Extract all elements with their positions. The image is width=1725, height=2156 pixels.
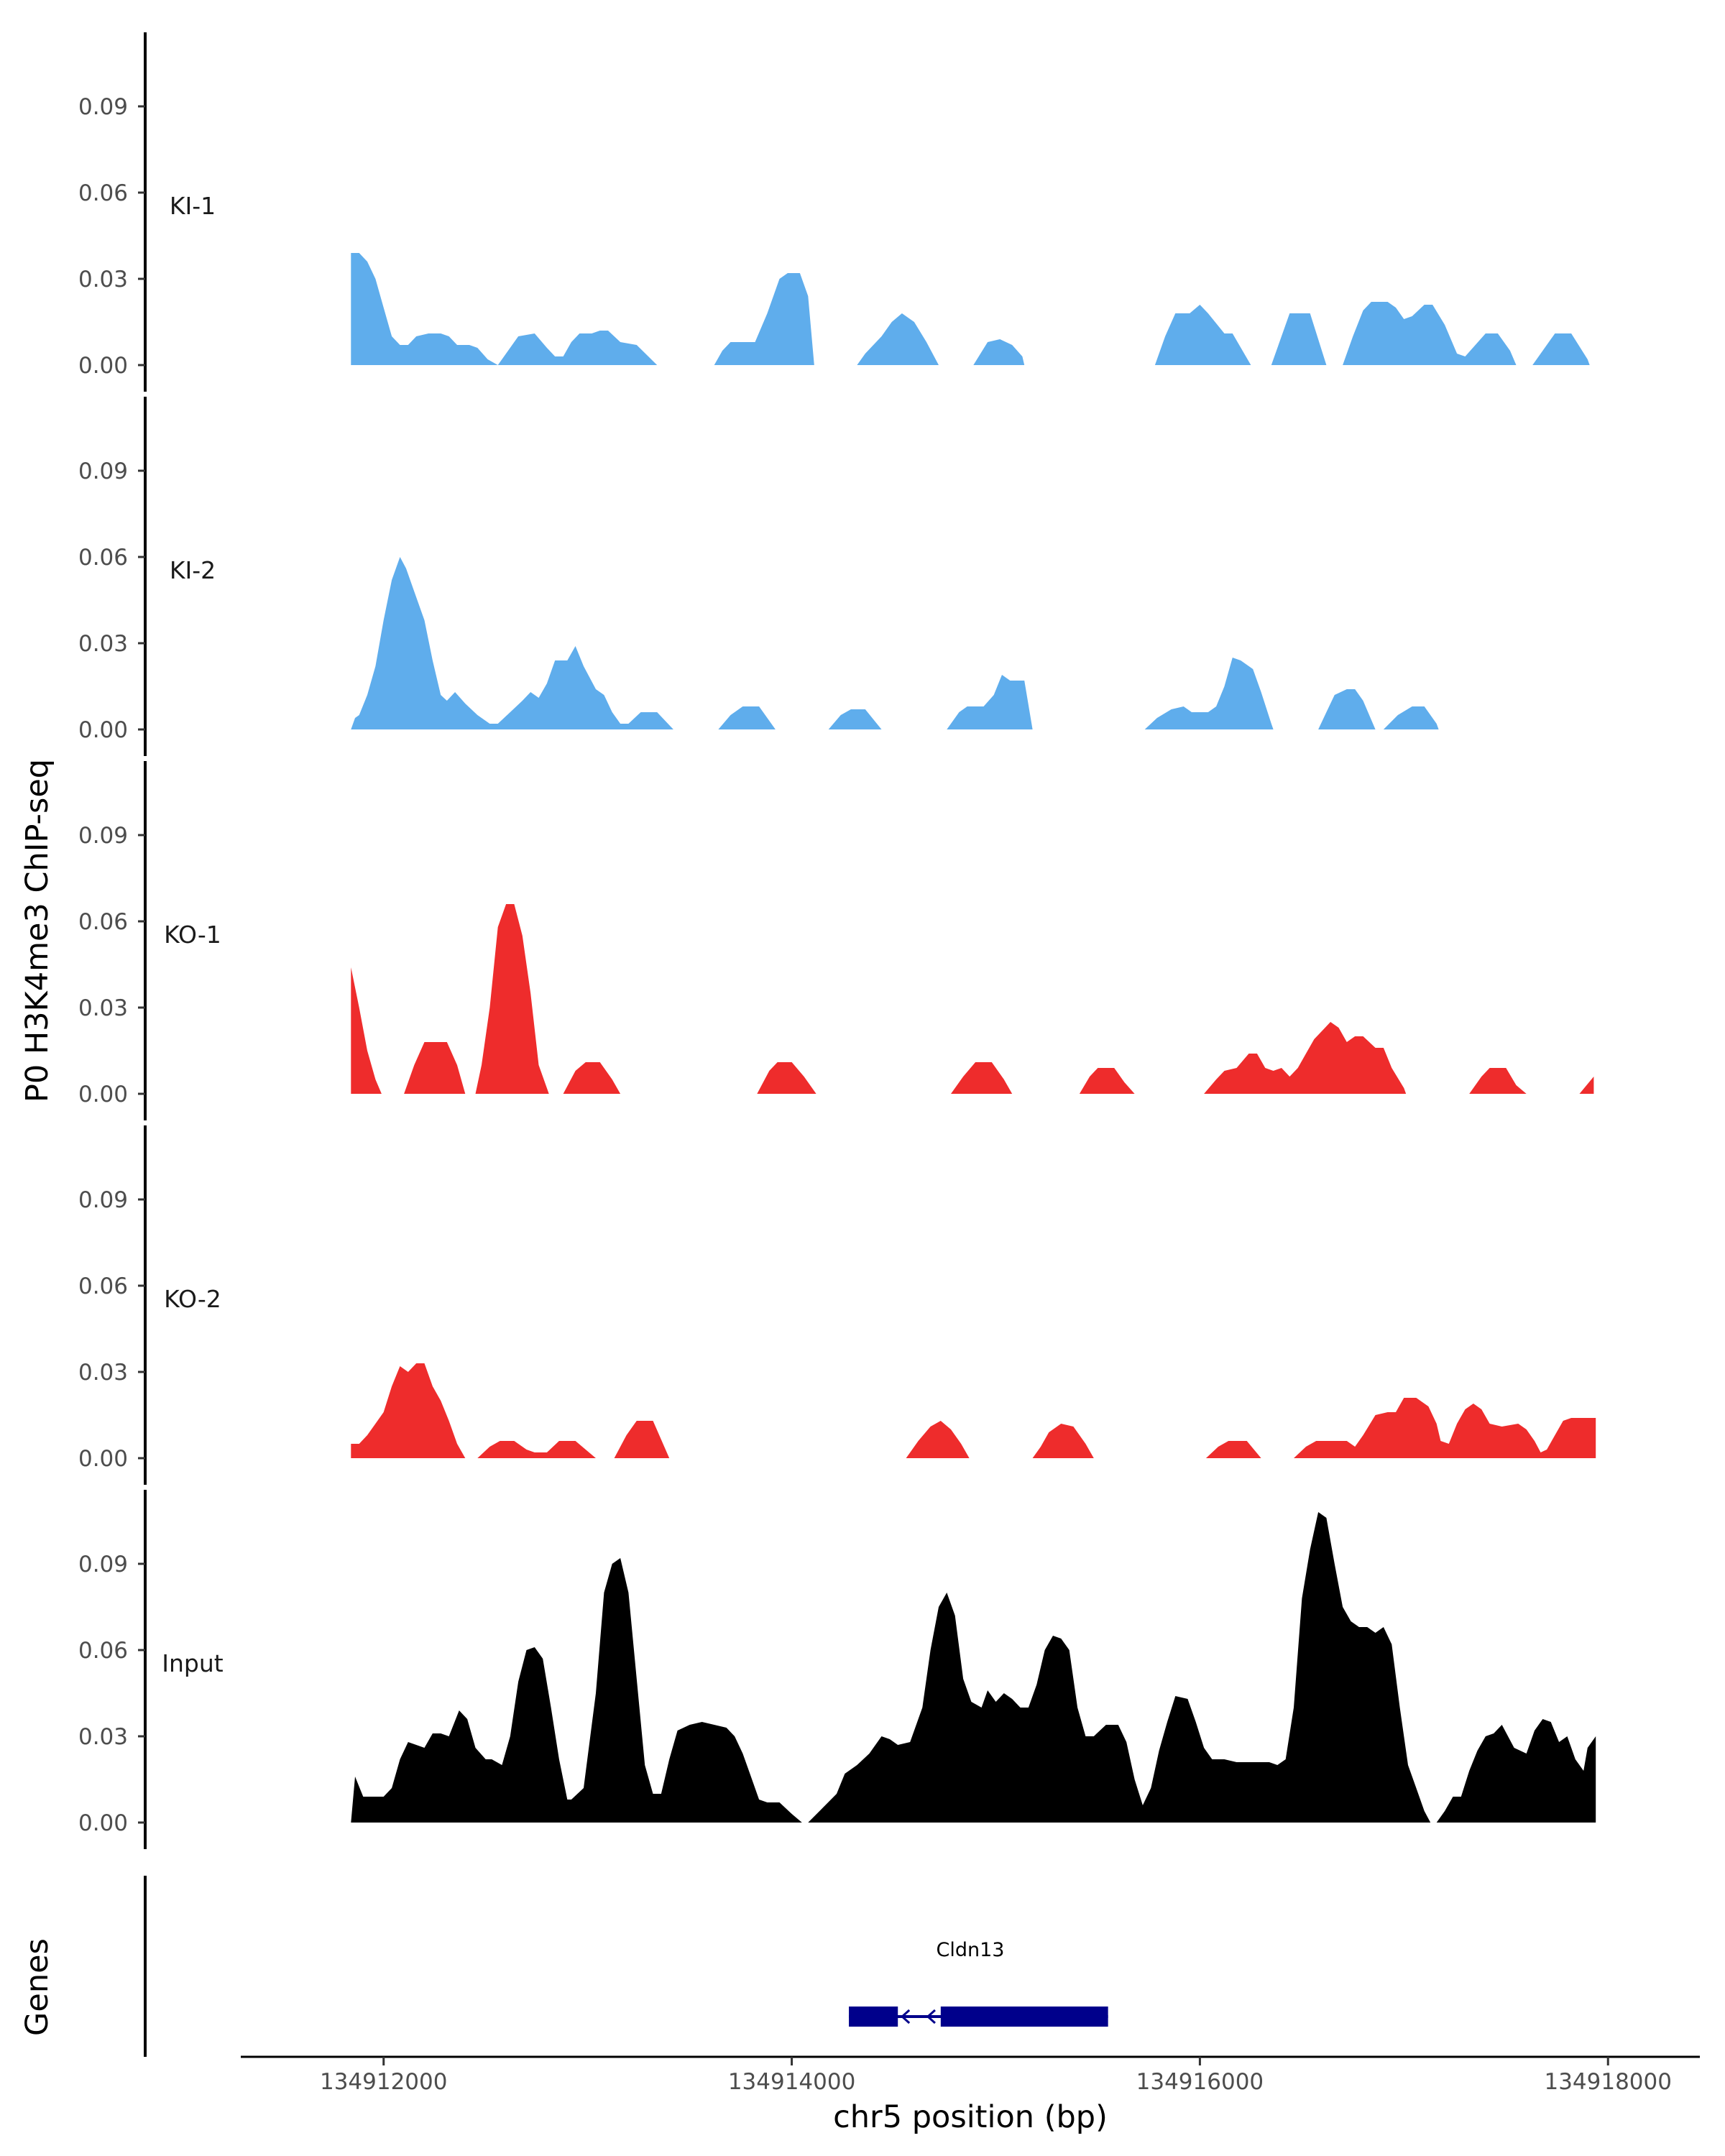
y-tick-label: 0.06 [78, 180, 128, 206]
coverage-area [351, 557, 1439, 729]
y-tick-label: 0.00 [78, 1446, 128, 1472]
track-input: 0.00 0.03 0.06 0.09 Input [78, 1490, 1596, 1849]
x-tick-label: 134918000 [1544, 2069, 1672, 2095]
y-tick-label: 0.09 [78, 459, 128, 484]
y-tick-label: 0.03 [78, 267, 128, 292]
gene-exon [849, 2007, 898, 2027]
y-tick-label: 0.06 [78, 909, 128, 935]
track-label: Input [162, 1649, 224, 1677]
y-tick-label: 0.09 [78, 94, 128, 120]
strand-arrow [926, 2009, 936, 2024]
y-axis-title: P0 H3K4me3 ChIP-seq [19, 759, 55, 1102]
gene-exon [940, 2007, 1108, 2027]
y-tick-label: 0.00 [78, 353, 128, 379]
y-tick-label: 0.03 [78, 995, 128, 1021]
x-tick-label: 134914000 [728, 2069, 856, 2095]
track-label: KI-1 [170, 192, 216, 220]
y-tick-label: 0.00 [78, 1082, 128, 1107]
coverage-area [351, 253, 1590, 365]
y-tick-label: 0.06 [78, 1273, 128, 1299]
gene-name-label: Cldn13 [937, 1939, 1005, 1961]
tracks-layer: 0.00 0.03 0.06 0.09 KI-1 0.00 0.03 0.06 0.09 KI-2… [78, 32, 1596, 1849]
coverage-area [351, 1363, 1596, 1458]
x-axis: 134912000 134914000 134916000 134918000 chr… [241, 2055, 1700, 2135]
genes-label: Genes [19, 1938, 55, 2036]
gene-model [849, 2007, 1108, 2027]
track-label: KO-1 [164, 921, 221, 949]
y-tick-label: 0.09 [78, 1552, 128, 1577]
track-ko-1: 0.00 0.03 0.06 0.09 KO-1 [78, 761, 1594, 1120]
x-tick-label: 134916000 [1136, 2069, 1264, 2095]
track-label: KO-2 [164, 1285, 221, 1313]
x-axis-title: chr5 position (bp) [833, 2099, 1108, 2135]
y-tick-label: 0.00 [78, 1810, 128, 1836]
track-ko-2: 0.00 0.03 0.06 0.09 KO-2 [78, 1125, 1596, 1485]
y-tick-label: 0.06 [78, 1638, 128, 1664]
x-tick-label: 134912000 [320, 2069, 448, 2095]
coverage-area [351, 1512, 1596, 1823]
track-label: KI-2 [170, 556, 216, 584]
y-tick-label: 0.03 [78, 1724, 128, 1750]
y-tick-label: 0.06 [78, 545, 128, 571]
y-tick-label: 0.09 [78, 823, 128, 849]
genes-panel: Genes Cldn13 [19, 1876, 1108, 2057]
track-ki-1: 0.00 0.03 0.06 0.09 KI-1 [78, 32, 1590, 392]
y-tick-label: 0.03 [78, 631, 128, 657]
track-ki-2: 0.00 0.03 0.06 0.09 KI-2 [78, 397, 1439, 756]
y-tick-label: 0.09 [78, 1187, 128, 1213]
x-ticks: 134912000 134914000 134916000 134918000 [320, 2057, 1672, 2095]
y-tick-label: 0.00 [78, 717, 128, 743]
strand-arrow [900, 2009, 911, 2024]
y-tick-label: 0.03 [78, 1360, 128, 1386]
